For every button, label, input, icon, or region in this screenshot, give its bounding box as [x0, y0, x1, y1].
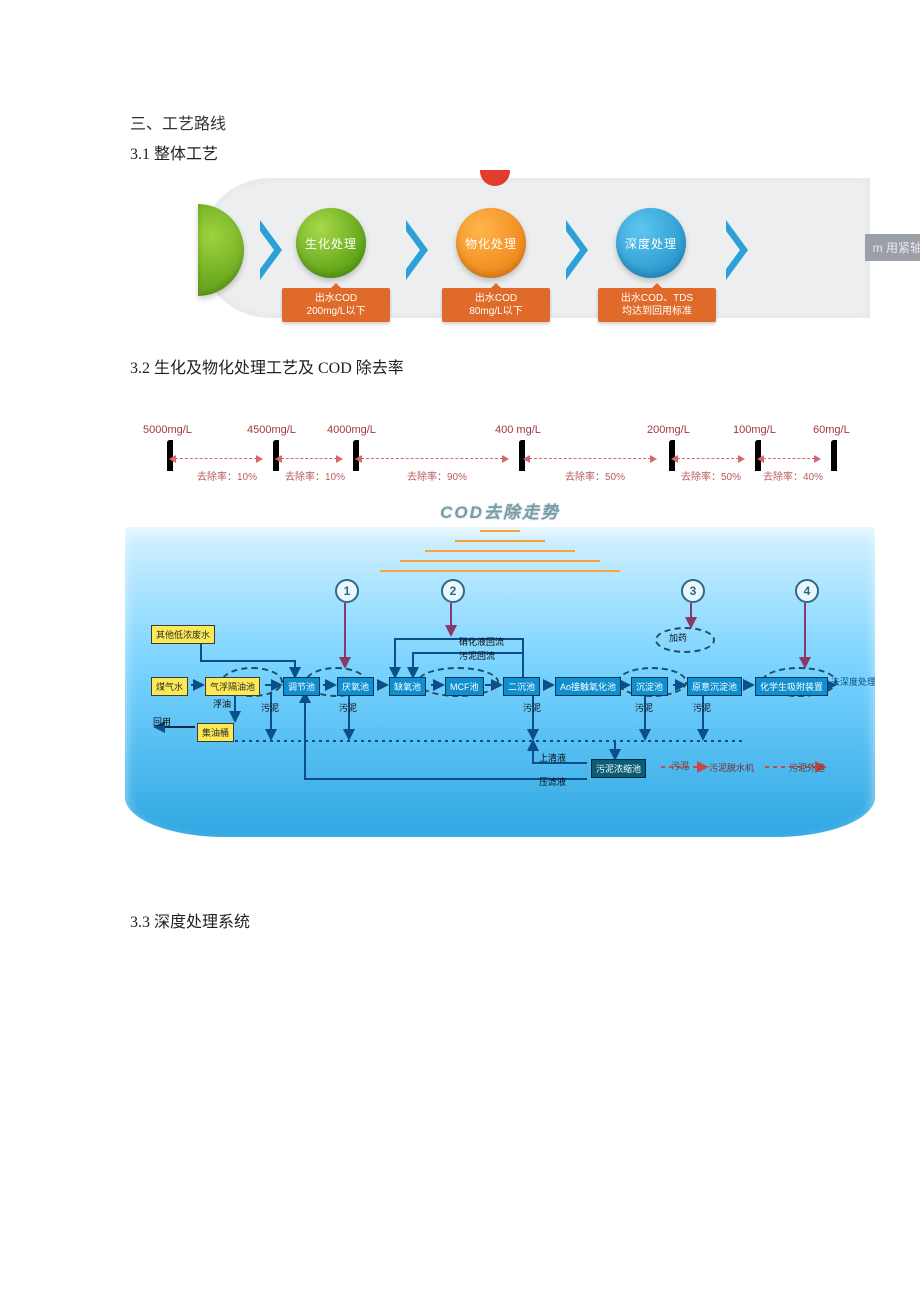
cod-level: 200mg/L: [647, 424, 690, 436]
range-arrow-icon: [175, 458, 257, 459]
cod-flow-diagram: 1 2 3 4 其他低浓废水 煤气水 气浮隔油池 集油桶 调节池 厌氧池 缺氧池…: [125, 527, 875, 837]
cod-level: 60mg/L: [813, 424, 850, 436]
stage-circle-physicochemical: 物化处理: [456, 208, 526, 278]
tag-line2: 均达到回用标准: [622, 306, 692, 317]
range-arrow-icon: [677, 458, 739, 459]
label-dosing: 加药: [669, 631, 687, 644]
range-arrow-icon: [763, 458, 815, 459]
stage-tag-deep: 出水COD、TDS 均达到回用标准: [598, 288, 716, 322]
label-sludge: 污泥: [671, 759, 689, 772]
range-arrow-icon: [361, 458, 503, 459]
node-sludge-thicken: 污泥浓缩池: [591, 759, 646, 778]
node-adjust-tank: 调节池: [283, 677, 320, 696]
removal-rate: 去除率：40%: [763, 468, 823, 483]
node-chem-adsorb: 化学生吸附装置: [755, 677, 828, 696]
cod-level: 5000mg/L: [143, 424, 192, 436]
subsection-31: 3.1 整体工艺: [130, 140, 790, 164]
stage-circle-biochemical: 生化处理: [296, 208, 366, 278]
tag-line1: 出水COD: [315, 293, 357, 304]
node-anaerobic: 厌氧池: [337, 677, 374, 696]
label-to-deep: 去深度处理区: [831, 675, 875, 688]
subsection-32: 3.2 生化及物化处理工艺及 COD 除去率: [130, 354, 790, 378]
label-ship-out: 污泥外运: [789, 761, 825, 774]
cod-chart-title: COD去除走势: [125, 498, 875, 523]
step-number-3: 3: [681, 579, 705, 603]
label-supernatant: 上清液: [539, 751, 566, 764]
cod-removal-figure: 5000mg/L 去除率：10% 4500mg/L 去除率：10% 4000mg…: [125, 428, 875, 848]
range-arrow-icon: [529, 458, 651, 459]
label-sludge: 污泥: [693, 701, 711, 714]
tag-line2: 200mg/L以下: [307, 306, 366, 317]
tag-line1: 出水COD: [475, 293, 517, 304]
step-number-4: 4: [795, 579, 819, 603]
removal-rate: 去除率：10%: [197, 468, 257, 483]
node-low-conc-water: 其他低浓废水: [151, 625, 215, 644]
cod-level: 400 mg/L: [495, 424, 541, 436]
cod-segment-header: 5000mg/L 去除率：10% 4500mg/L 去除率：10% 4000mg…: [125, 428, 875, 488]
entry-half-circle: [198, 204, 244, 296]
stage-circle-deep: 深度处理: [616, 208, 686, 278]
node-secondary-sed: 二沉池: [503, 677, 540, 696]
label-reuse: 回用: [153, 715, 171, 728]
node-coal-gas-water: 煤气水: [151, 677, 188, 696]
section-heading: 三、工艺路线: [130, 110, 790, 134]
cod-level: 4000mg/L: [327, 424, 376, 436]
label-sludge: 污泥: [261, 701, 279, 714]
label-float-oil: 浮油: [213, 697, 231, 710]
stage-tag-biochemical: 出水COD 200mg/L以下: [282, 288, 390, 322]
bracket-icon: [519, 440, 522, 471]
cod-level: 4500mg/L: [247, 424, 296, 436]
label-nitrify-return: 硝化液回流: [459, 635, 504, 648]
removal-rate: 去除率：50%: [565, 468, 625, 483]
label-sludge: 污泥: [523, 701, 541, 714]
subsection-33: 3.3 深度处理系统: [130, 908, 790, 932]
node-flotation-tank: 气浮隔油池: [205, 677, 260, 696]
node-sediment: 沉淀池: [631, 677, 668, 696]
stage-label: 生化处理: [305, 235, 357, 252]
stage-tag-physicochemical: 出水COD 80mg/L以下: [442, 288, 550, 322]
label-filtrate: 压滤液: [539, 775, 566, 788]
node-oil-barrel: 集油桶: [197, 723, 234, 742]
side-note: m 用紧轴: [865, 234, 920, 261]
overall-process-figure: 生化处理 出水COD 200mg/L以下 物化处理 出水COD 80mg/L以下…: [200, 178, 870, 318]
removal-rate: 去除率：10%: [285, 468, 345, 483]
bracket-icon: [831, 440, 834, 471]
label-dewater: 污泥脱水机: [709, 761, 754, 774]
node-mcf: MCF池: [445, 677, 484, 696]
node-anoxic: 缺氧池: [389, 677, 426, 696]
label-sludge: 污泥: [339, 701, 357, 714]
range-arrow-icon: [281, 458, 337, 459]
red-accent: [480, 170, 510, 186]
tag-line2: 80mg/L以下: [469, 306, 522, 317]
stage-label: 物化处理: [465, 235, 517, 252]
tag-line1: 出水COD、TDS: [621, 293, 693, 304]
label-sludge-return: 污泥回流: [459, 649, 495, 662]
step-number-2: 2: [441, 579, 465, 603]
node-original-sed: 原意沉淀池: [687, 677, 742, 696]
node-ao-contact: Ao接触氧化池: [555, 677, 621, 696]
cod-level: 100mg/L: [733, 424, 776, 436]
stage-label: 深度处理: [625, 235, 677, 252]
step-number-1: 1: [335, 579, 359, 603]
label-sludge: 污泥: [635, 701, 653, 714]
removal-rate: 去除率：50%: [681, 468, 741, 483]
removal-rate: 去除率：90%: [407, 468, 467, 483]
